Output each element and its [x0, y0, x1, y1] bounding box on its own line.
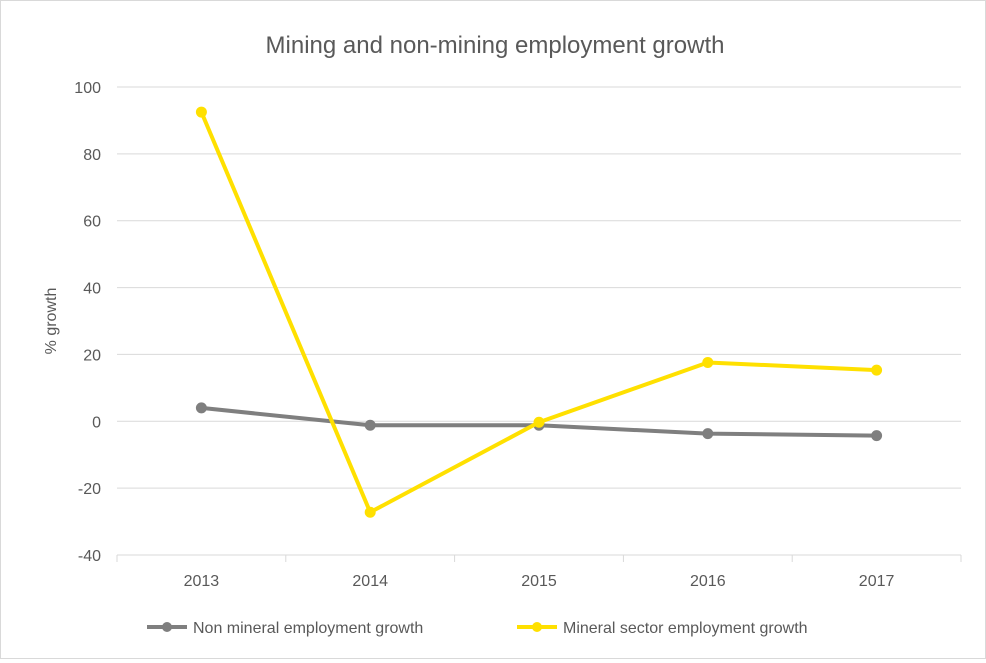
- data-point: [702, 428, 714, 440]
- x-tick-label: 2016: [690, 573, 726, 590]
- y-tick-label: 60: [83, 214, 101, 231]
- legend-item: Mineral sector employment growth: [517, 620, 808, 637]
- x-tick-label: 2015: [521, 573, 557, 590]
- x-tick-label: 2014: [352, 573, 388, 590]
- chart-title: Mining and non-mining employment growth: [266, 32, 725, 59]
- legend-label: Non mineral employment growth: [193, 620, 423, 637]
- data-point: [533, 416, 545, 428]
- y-tick-label: 40: [83, 281, 101, 298]
- gridlines: [117, 86, 961, 489]
- data-point: [364, 419, 376, 431]
- y-tick-label: 80: [83, 147, 101, 164]
- x-axis: 2013 2014 2015 2016 2017: [116, 554, 962, 590]
- y-tick-label: -20: [78, 481, 101, 498]
- data-point: [871, 364, 883, 376]
- x-tick-label: 2013: [184, 573, 220, 590]
- y-axis-title: % growth: [43, 288, 60, 355]
- legend-label: Mineral sector employment growth: [563, 620, 808, 637]
- series-mineral-sector: [195, 106, 883, 518]
- y-tick-label: 0: [92, 414, 101, 431]
- legend-swatch-marker: [162, 622, 172, 632]
- legend: Non mineral employment growth Mineral sec…: [147, 620, 808, 637]
- x-tick-label: 2017: [859, 573, 895, 590]
- legend-item: Non mineral employment growth: [147, 620, 423, 637]
- data-point: [702, 356, 714, 368]
- data-point: [195, 106, 207, 118]
- data-point: [871, 430, 883, 442]
- y-tick-labels: -40 -20 0 20 40 60 80 100: [74, 80, 101, 565]
- data-point: [195, 402, 207, 414]
- y-tick-label: 100: [74, 80, 101, 97]
- y-tick-label: -40: [78, 548, 101, 565]
- legend-swatch-marker: [532, 622, 542, 632]
- series-line: [199, 111, 877, 515]
- y-tick-label: 20: [83, 347, 101, 364]
- series-layer: [195, 106, 883, 518]
- data-point: [364, 506, 376, 518]
